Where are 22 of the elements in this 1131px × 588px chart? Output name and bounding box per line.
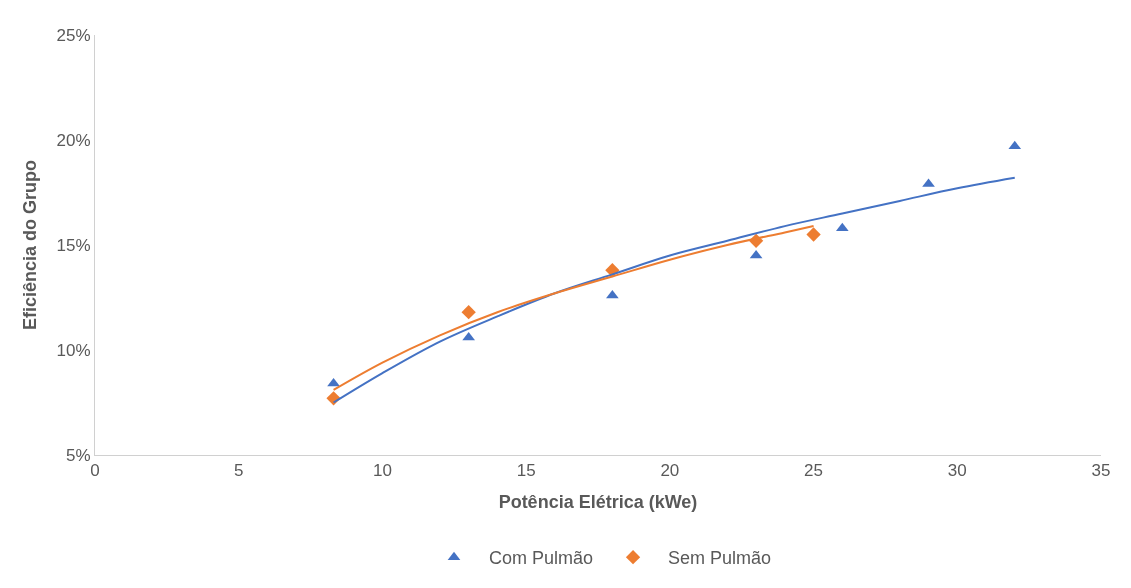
x-tick-label: 20: [660, 461, 680, 481]
point: [462, 331, 476, 341]
y-axis-title: Eficiência do Grupo: [19, 159, 40, 331]
x-axis-title: Potência Elétrica (kWe): [498, 491, 698, 512]
x-tick-label: 5: [233, 461, 244, 481]
x-tick-label: 30: [947, 461, 967, 481]
point: [1008, 140, 1022, 150]
y-tick-label: 20%: [56, 130, 91, 150]
x-tick-label: 10: [372, 461, 392, 481]
y-tick-label: 5%: [66, 445, 91, 465]
point: [806, 227, 821, 242]
x-tick-label: 35: [1091, 461, 1111, 481]
y-tick-label: 10%: [56, 340, 91, 360]
y-tick-label: 25%: [56, 25, 91, 45]
x-tick-label: 25: [804, 461, 824, 481]
point: [461, 305, 476, 320]
legend-label: Sem Pulmão: [668, 548, 772, 569]
x-tick-label: 15: [516, 461, 536, 481]
legend-label: Com Pulmão: [489, 548, 594, 569]
point: [606, 289, 619, 299]
y-tick-label: 15%: [56, 235, 91, 255]
x-tick-label: 0: [90, 461, 100, 481]
